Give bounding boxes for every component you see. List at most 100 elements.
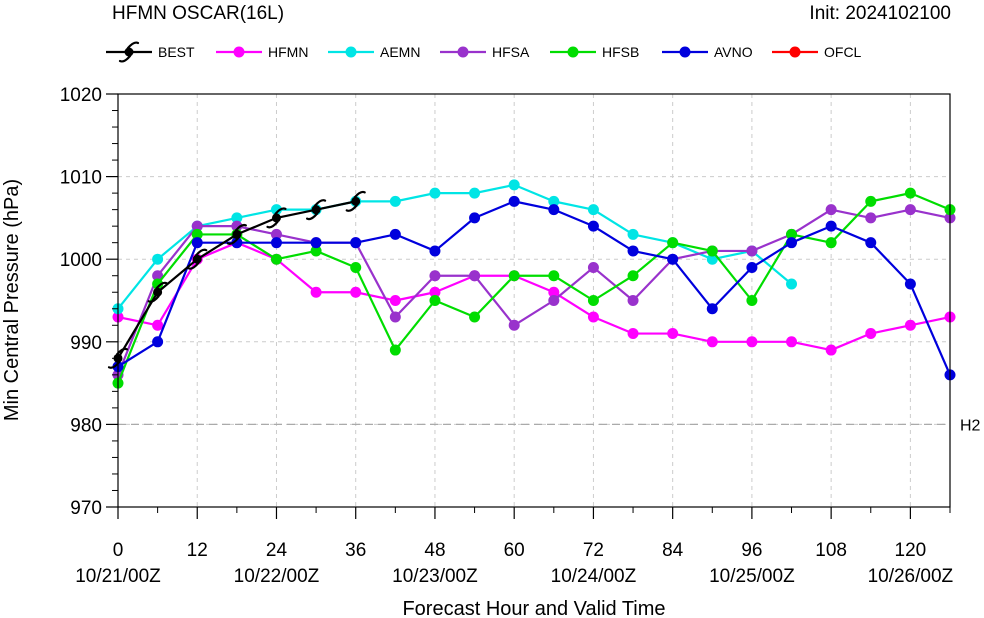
series-line bbox=[116, 208, 951, 376]
legend-marker bbox=[457, 46, 469, 58]
data-point bbox=[389, 344, 401, 356]
data-point bbox=[548, 270, 560, 282]
data-point bbox=[706, 336, 718, 348]
data-point bbox=[786, 228, 798, 240]
data-point bbox=[270, 204, 282, 216]
data-point bbox=[187, 248, 208, 270]
x-date-label: 10/24/00Z bbox=[551, 566, 637, 587]
data-point bbox=[548, 195, 560, 207]
data-point bbox=[706, 245, 718, 257]
y-tick-label: 1020 bbox=[60, 85, 102, 106]
y-tick-label: 990 bbox=[70, 333, 102, 354]
x-date-label: 10/23/00Z bbox=[392, 566, 478, 587]
series-line bbox=[117, 200, 952, 376]
data-point bbox=[310, 237, 322, 249]
legend-item-hfsb: HFSB bbox=[550, 44, 639, 60]
data-point bbox=[152, 270, 164, 282]
data-point bbox=[152, 336, 164, 348]
data-point bbox=[305, 199, 327, 221]
series-hfmn bbox=[112, 237, 956, 356]
y-axis-label: Min Central Pressure (hPa) bbox=[1, 179, 23, 421]
data-point bbox=[904, 319, 916, 331]
h2-threshold-label: H2 bbox=[960, 417, 981, 434]
data-point bbox=[389, 195, 401, 207]
legend-hurricane-icon bbox=[118, 41, 140, 63]
legend-marker bbox=[233, 46, 245, 58]
legend-label: HFSB bbox=[602, 44, 639, 60]
data-point bbox=[706, 303, 718, 315]
data-point bbox=[548, 204, 560, 216]
data-point bbox=[429, 286, 441, 298]
y-tick-label: 1010 bbox=[60, 168, 102, 189]
plot-frame bbox=[117, 93, 951, 508]
data-point bbox=[627, 228, 639, 240]
data-point bbox=[627, 270, 639, 282]
legend-item-aemn: AEMN bbox=[328, 44, 420, 60]
data-point bbox=[429, 187, 441, 199]
legend-label: AVNO bbox=[714, 44, 753, 60]
x-tick-label: 120 bbox=[895, 540, 927, 561]
data-point bbox=[667, 328, 679, 340]
data-point bbox=[865, 212, 877, 224]
data-point bbox=[904, 187, 916, 199]
legend-label: HFMN bbox=[268, 44, 308, 60]
data-point bbox=[508, 179, 520, 191]
data-point bbox=[508, 319, 520, 331]
data-point bbox=[825, 344, 837, 356]
data-point bbox=[746, 336, 758, 348]
legend-item-hfmn: HFMN bbox=[216, 44, 308, 60]
x-date-label: 10/21/00Z bbox=[75, 566, 161, 587]
data-point bbox=[706, 253, 718, 265]
x-date-label: 10/22/00Z bbox=[234, 566, 320, 587]
data-point bbox=[469, 311, 481, 323]
data-point bbox=[469, 270, 481, 282]
series-line bbox=[117, 183, 793, 310]
data-point bbox=[389, 295, 401, 306]
data-point bbox=[627, 295, 639, 306]
x-tick-label: 36 bbox=[345, 540, 366, 561]
data-point bbox=[904, 278, 916, 290]
x-tick-label: 48 bbox=[424, 540, 445, 561]
data-point bbox=[345, 190, 366, 212]
data-point bbox=[226, 223, 247, 245]
reference-line: H2 bbox=[118, 417, 981, 434]
legend-marker bbox=[345, 46, 357, 58]
series-best bbox=[107, 190, 366, 369]
data-point bbox=[746, 261, 758, 273]
data-point bbox=[825, 204, 837, 216]
y-tick-label: 970 bbox=[70, 498, 102, 519]
legend-item-ofcl: OFCL bbox=[772, 44, 862, 60]
data-point bbox=[389, 228, 401, 240]
data-point bbox=[865, 328, 877, 340]
data-point bbox=[231, 220, 243, 232]
legend-item-avno: AVNO bbox=[662, 44, 753, 60]
data-point bbox=[865, 195, 877, 207]
data-point bbox=[548, 295, 560, 306]
legend-marker bbox=[567, 46, 579, 58]
data-point bbox=[508, 195, 520, 207]
data-point bbox=[310, 286, 322, 298]
data-point bbox=[429, 245, 441, 257]
data-point bbox=[429, 270, 441, 282]
data-point bbox=[469, 212, 481, 224]
data-point bbox=[350, 237, 362, 249]
x-tick-label: 84 bbox=[662, 540, 684, 561]
data-point bbox=[270, 228, 282, 240]
data-point bbox=[270, 253, 282, 265]
x-tick-label: 24 bbox=[266, 540, 288, 561]
data-point bbox=[389, 311, 401, 323]
data-point bbox=[548, 286, 560, 298]
y-tick-label: 980 bbox=[70, 415, 102, 436]
x-tick-label: 72 bbox=[583, 540, 604, 561]
data-point bbox=[508, 270, 520, 282]
series-lines bbox=[107, 179, 956, 389]
data-point bbox=[786, 336, 798, 348]
x-tick-label: 96 bbox=[741, 540, 762, 561]
legend-marker bbox=[679, 46, 691, 58]
data-point bbox=[191, 237, 203, 249]
data-point bbox=[825, 237, 837, 249]
data-point bbox=[152, 319, 164, 331]
data-point bbox=[587, 261, 599, 273]
data-point bbox=[191, 220, 203, 232]
